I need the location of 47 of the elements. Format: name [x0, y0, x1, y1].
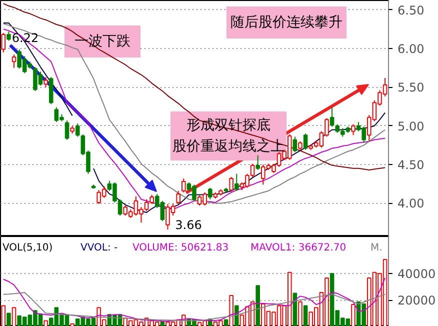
candlestick [48, 76, 54, 105]
candlestick [64, 120, 70, 140]
annotation: M. [370, 242, 382, 254]
y-tick-label: 4.50 [398, 158, 424, 172]
candlestick [229, 176, 234, 192]
candlestick [1, 32, 6, 53]
candlestick [330, 106, 334, 128]
annotation: 3.66 [175, 218, 202, 232]
bar [160, 322, 165, 326]
candlestick [75, 123, 80, 138]
annotation: VOLUME: 50621.83 [132, 242, 229, 254]
y-tick-label: 6.00 [398, 42, 424, 56]
candlestick [176, 190, 180, 204]
bar [303, 305, 308, 326]
annotation: 股价重返均线之上 [172, 138, 284, 154]
y-tick-label: 4.00 [398, 196, 424, 211]
candlestick [208, 187, 212, 200]
bar [351, 304, 356, 326]
y-tick-label: 40000 [398, 267, 436, 282]
annotation: 随后股价连续攀升 [230, 14, 342, 30]
bar [12, 307, 16, 326]
candlestick [292, 136, 298, 153]
annotation: VVOL: - [80, 242, 118, 254]
y-tick-label: 5.00 [398, 119, 424, 134]
y-tick-label: 6.50 [398, 3, 424, 18]
bar [44, 320, 48, 326]
candlestick [256, 154, 260, 170]
y-tick-label: 20000 [398, 294, 436, 308]
candlestick [181, 178, 186, 193]
bar [229, 295, 234, 326]
candlestick [303, 133, 308, 150]
y-tick-label: 5.50 [398, 80, 424, 95]
bar [6, 312, 11, 326]
bar [256, 285, 260, 326]
bar [298, 301, 302, 326]
candlestick [234, 173, 239, 192]
line-series [2, 277, 386, 322]
bar [1, 305, 6, 326]
candlestick [12, 54, 16, 68]
bar [224, 319, 228, 326]
line-series [2, 3, 386, 170]
candlestick [6, 30, 11, 42]
bar [70, 323, 74, 326]
candlestick [351, 124, 356, 136]
candlestick [44, 76, 48, 88]
annotation: MAVOL1: 36672.70 [250, 242, 346, 254]
annotation: VOL(5,10) [2, 242, 53, 254]
